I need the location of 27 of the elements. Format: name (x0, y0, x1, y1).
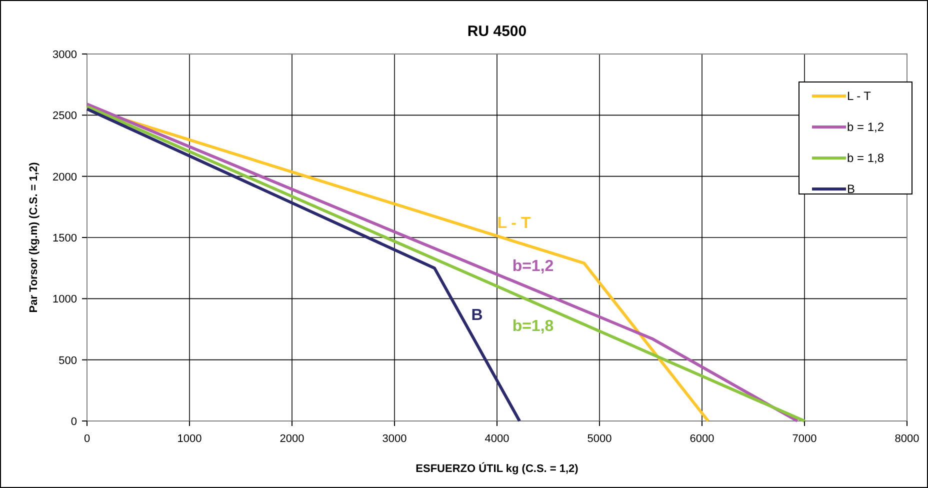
legend-label: L - T (847, 89, 872, 103)
legend-label: B (847, 182, 856, 196)
legend-label: b = 1,8 (847, 151, 884, 165)
x-tick-label: 2000 (280, 433, 304, 445)
annotation: B (471, 307, 483, 324)
x-axis-title: ESFUERZO ÚTIL kg (C.S. = 1,2) (416, 462, 579, 475)
y-axis-title: Par Torsor (kg.m) (C.S. = 1,2) (28, 162, 40, 313)
x-tick-label: 5000 (587, 433, 612, 445)
x-tick-label: 4000 (484, 433, 510, 445)
annotation: b=1,8 (512, 318, 554, 336)
y-tick-label: 1000 (52, 294, 77, 306)
x-tick-label: 7000 (792, 433, 817, 445)
y-tick-label: 0 (70, 416, 77, 428)
x-tick-label: 3000 (382, 433, 407, 445)
x-tick-label: 1000 (177, 433, 202, 445)
legend-label: b = 1,2 (847, 120, 884, 134)
y-tick-label: 2500 (52, 110, 77, 122)
y-tick-label: 500 (58, 354, 77, 367)
chart-title: RU 4500 (467, 23, 527, 40)
annotation: b=1,2 (512, 258, 554, 276)
y-tick-label: 3000 (52, 49, 77, 61)
x-tick-label: 0 (84, 433, 90, 445)
x-tick-label: 8000 (894, 433, 920, 445)
annotation: L - T (497, 215, 531, 232)
y-tick-label: 2000 (52, 171, 77, 184)
y-tick-label: 1500 (52, 232, 77, 244)
x-tick-label: 6000 (690, 433, 714, 445)
